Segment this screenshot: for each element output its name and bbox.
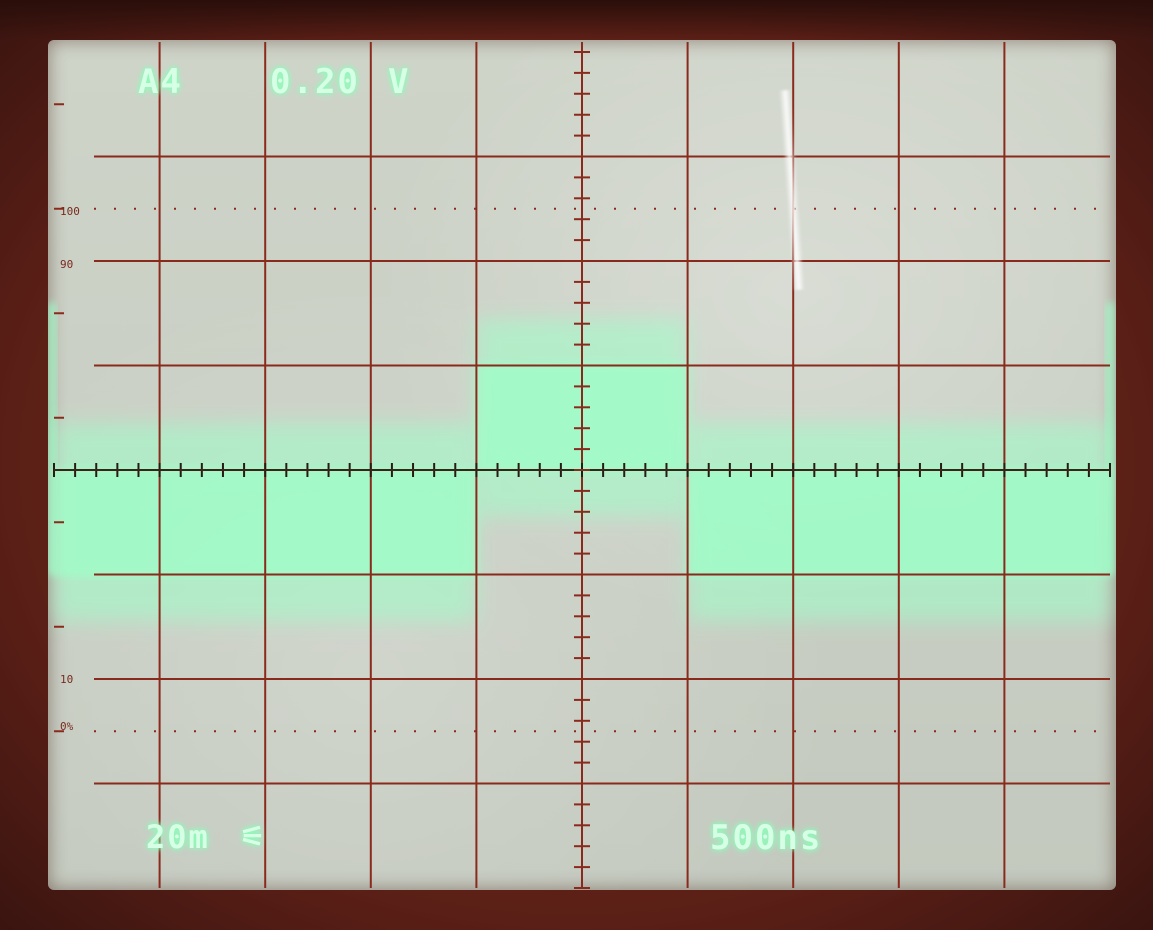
graticule-and-trace <box>48 42 1114 889</box>
channel-readout: A4 <box>138 62 183 102</box>
crt-screen: A4 0.20 V 100 90 10 0% 20m ⚟ 500ns <box>48 40 1116 890</box>
volts-unit-readout: V <box>388 62 411 102</box>
bandwidth-readout: 20m <box>146 818 210 856</box>
label-90: 90 <box>60 258 74 271</box>
trace-right-edge <box>1106 302 1114 575</box>
trace-left-edge <box>48 302 56 575</box>
timebase-readout: 500ns <box>710 818 823 858</box>
label-100: 100 <box>60 205 80 218</box>
graticule-ticks <box>53 51 1111 889</box>
bezel-shadow <box>0 0 1153 40</box>
bandwidth-limit-icon: ⚟ <box>240 820 268 853</box>
volts-per-div-readout: 0.20 <box>270 62 360 102</box>
label-10: 10 <box>60 673 74 686</box>
label-0-percent: 0% <box>60 720 74 733</box>
